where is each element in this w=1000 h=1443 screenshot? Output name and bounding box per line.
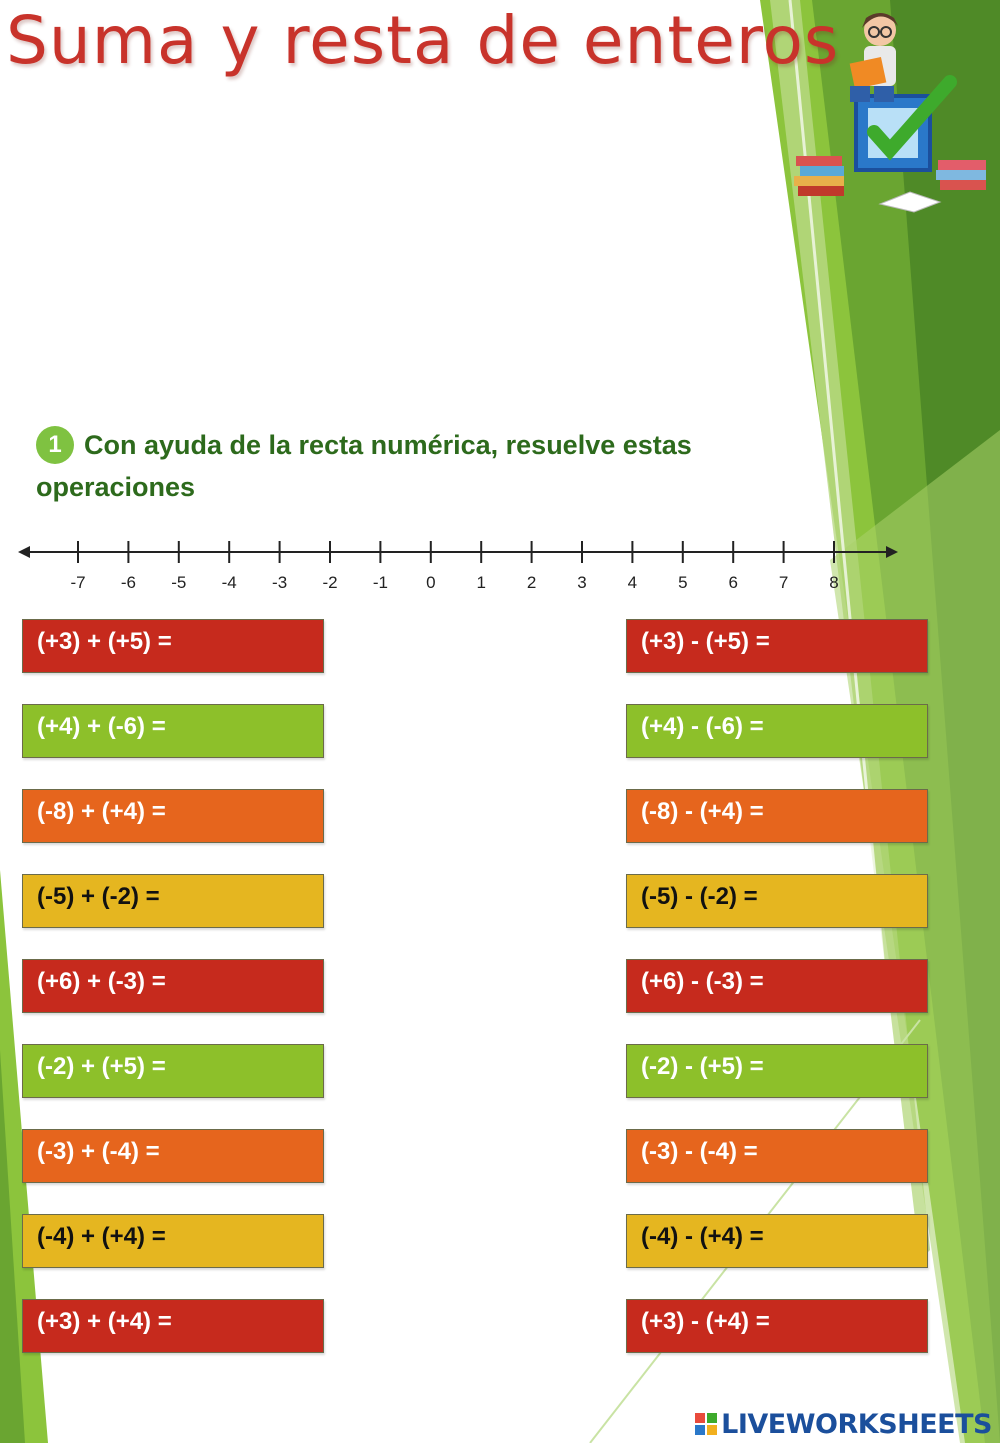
instruction-text: Con ayuda de la recta numérica, resuelve… (36, 430, 692, 502)
step-number-badge: 1 (36, 426, 74, 464)
number-line-label: 7 (779, 573, 788, 592)
instruction: 1 Con ayuda de la recta numérica, resuelv… (36, 424, 756, 508)
operation-box[interactable]: (-5) - (-2) = (626, 874, 928, 928)
number-line-label: 8 (829, 573, 838, 592)
operation-box[interactable]: (-4) - (+4) = (626, 1214, 928, 1268)
number-line-label: -3 (272, 573, 287, 592)
number-line: -7 -6 -5 -4 -3 -2 -1 0 1 2 3 4 5 6 7 8 (18, 541, 898, 592)
teacher-checkmark-illustration (794, 13, 986, 213)
page-title: Suma y resta de enteros (6, 2, 840, 79)
operation-box[interactable]: (+4) - (-6) = (626, 704, 928, 758)
operation-box[interactable]: (-3) - (-4) = (626, 1129, 928, 1183)
operation-box[interactable]: (+6) - (-3) = (626, 959, 928, 1013)
number-line-label: 2 (527, 573, 536, 592)
operation-box[interactable]: (+3) - (+5) = (626, 619, 928, 673)
operation-box[interactable]: (+3) - (+4) = (626, 1299, 928, 1353)
number-line-label: 3 (577, 573, 586, 592)
operation-box[interactable]: (-2) + (+5) = (22, 1044, 324, 1098)
number-line-label: 4 (628, 573, 637, 592)
logo-icon (695, 1413, 718, 1435)
operation-box[interactable]: (-4) + (+4) = (22, 1214, 324, 1268)
operation-box[interactable]: (-2) - (+5) = (626, 1044, 928, 1098)
number-line-label: 1 (476, 573, 485, 592)
operation-box[interactable]: (-5) + (-2) = (22, 874, 324, 928)
number-line-label: 6 (728, 573, 737, 592)
liveworksheets-logo: LIVEWORKSHEETS (695, 1408, 992, 1440)
operation-box[interactable]: (+6) + (-3) = (22, 959, 324, 1013)
number-line-label: -2 (322, 573, 337, 592)
number-line-label: -5 (171, 573, 186, 592)
number-line-label: 5 (678, 573, 687, 592)
operation-box[interactable]: (+3) + (+4) = (22, 1299, 324, 1353)
operation-box[interactable]: (-8) + (+4) = (22, 789, 324, 843)
operation-box[interactable]: (+4) + (-6) = (22, 704, 324, 758)
operation-box[interactable]: (-8) - (+4) = (626, 789, 928, 843)
number-line-label: -6 (121, 573, 136, 592)
operation-box[interactable]: (-3) + (-4) = (22, 1129, 324, 1183)
number-line-label: -1 (373, 573, 388, 592)
logo-text: LIVEWORKSHEETS (721, 1408, 992, 1440)
number-line-label: -4 (222, 573, 237, 592)
number-line-label: 0 (426, 573, 435, 592)
number-line-label: -7 (70, 573, 85, 592)
arrow-left-icon (18, 546, 30, 558)
operation-box[interactable]: (+3) + (+5) = (22, 619, 324, 673)
arrow-right-icon (886, 546, 898, 558)
